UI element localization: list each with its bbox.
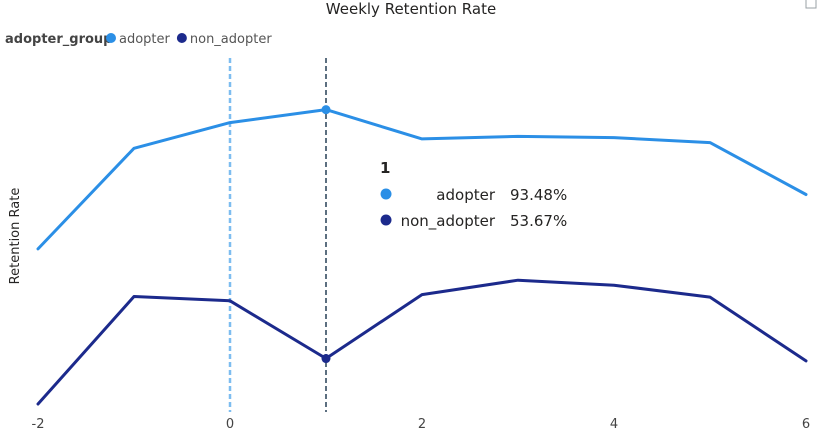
- series-line-non_adopter[interactable]: [36, 278, 808, 406]
- hover-point-non_adopter: [321, 354, 331, 364]
- legend-label-adopter: adopter: [119, 32, 171, 47]
- series-lines[interactable]: [36, 108, 808, 406]
- legend-marker-adopter: [106, 33, 116, 43]
- tooltip-series-name: adopter: [436, 186, 496, 204]
- chart-title: Weekly Retention Rate: [326, 0, 496, 18]
- legend[interactable]: adopter_group adopter non_adopter: [5, 32, 272, 47]
- tooltip-value: 93.48%: [510, 186, 567, 204]
- series-line-adopter[interactable]: [36, 108, 808, 251]
- y-axis-label: Retention Rate: [8, 188, 23, 285]
- legend-marker-non_adopter: [176, 33, 187, 43]
- legend-label-non_adopter: non_adopter: [190, 32, 272, 47]
- focus-mode-icon[interactable]: [805, 0, 817, 9]
- tooltip-marker-non_adopter: [380, 214, 392, 226]
- x-tick-label: 0: [226, 417, 234, 432]
- reference-lines: [228, 58, 327, 412]
- hover-point-adopter: [321, 105, 331, 115]
- tooltip-value: 53.67%: [510, 212, 567, 230]
- legend-title: adopter_group: [5, 32, 112, 47]
- x-tick-label: 4: [610, 417, 618, 432]
- x-axis-ticks: -2 0 2 4 6: [32, 417, 811, 432]
- tooltip-marker-adopter: [380, 188, 392, 200]
- tooltip-title: 1: [380, 159, 390, 177]
- tooltip-series-name: non_adopter: [401, 212, 496, 231]
- tooltip: 1 adopter 93.48% non_adopter 53.67%: [380, 159, 567, 231]
- x-tick-label: -2: [32, 417, 45, 432]
- hover-markers: [321, 105, 331, 364]
- x-tick-label: 6: [802, 417, 810, 432]
- x-tick-label: 2: [418, 417, 426, 432]
